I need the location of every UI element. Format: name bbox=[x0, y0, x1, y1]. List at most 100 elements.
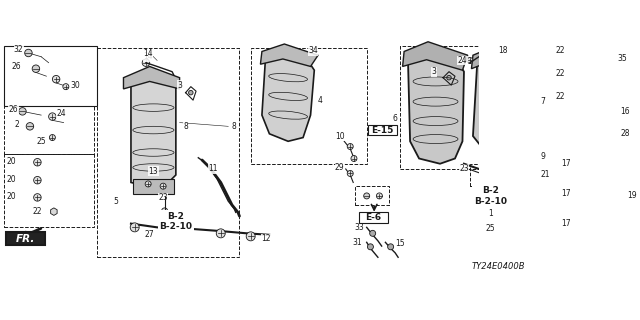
Polygon shape bbox=[262, 49, 314, 141]
Text: 30: 30 bbox=[70, 81, 80, 90]
Text: 22: 22 bbox=[555, 46, 564, 55]
Text: 13: 13 bbox=[148, 167, 158, 176]
Text: E-15: E-15 bbox=[371, 125, 394, 135]
Circle shape bbox=[145, 181, 151, 187]
Text: 21: 21 bbox=[540, 171, 550, 180]
Text: 31: 31 bbox=[353, 238, 362, 247]
Text: 34: 34 bbox=[308, 46, 317, 55]
Bar bbox=[355, 186, 389, 205]
Bar bbox=[368, 125, 397, 135]
Bar bbox=[575, 149, 628, 251]
Bar bbox=[251, 48, 367, 164]
Text: 35: 35 bbox=[618, 54, 627, 63]
Circle shape bbox=[547, 76, 554, 83]
Text: B-2
B-2-10: B-2 B-2-10 bbox=[474, 186, 507, 206]
Circle shape bbox=[594, 159, 603, 168]
Circle shape bbox=[52, 76, 60, 83]
Circle shape bbox=[34, 158, 41, 166]
Bar bbox=[401, 46, 550, 169]
Text: 2: 2 bbox=[14, 120, 19, 129]
Circle shape bbox=[160, 183, 166, 189]
Text: B-2
B-2-10: B-2 B-2-10 bbox=[159, 212, 193, 231]
Text: FR.: FR. bbox=[16, 234, 35, 244]
Text: 28: 28 bbox=[620, 129, 630, 138]
Polygon shape bbox=[408, 48, 464, 164]
Text: 15: 15 bbox=[396, 239, 405, 248]
Text: 32: 32 bbox=[14, 45, 24, 54]
Polygon shape bbox=[403, 42, 468, 70]
Bar bbox=[4, 46, 97, 106]
Bar bbox=[470, 164, 509, 186]
Text: 1: 1 bbox=[488, 209, 493, 218]
Circle shape bbox=[34, 194, 41, 201]
Text: 7: 7 bbox=[540, 97, 545, 106]
Polygon shape bbox=[51, 208, 57, 215]
Circle shape bbox=[49, 113, 56, 120]
Text: 29: 29 bbox=[335, 163, 344, 172]
Circle shape bbox=[19, 108, 26, 115]
Text: 11: 11 bbox=[209, 164, 218, 173]
Text: 24: 24 bbox=[458, 56, 467, 65]
Circle shape bbox=[496, 43, 504, 51]
Circle shape bbox=[547, 53, 554, 60]
Polygon shape bbox=[124, 67, 180, 89]
Bar bbox=[4, 106, 93, 154]
Circle shape bbox=[483, 172, 490, 178]
Circle shape bbox=[25, 49, 32, 57]
Circle shape bbox=[497, 226, 503, 232]
Polygon shape bbox=[472, 44, 540, 70]
Circle shape bbox=[216, 229, 225, 238]
Circle shape bbox=[497, 211, 503, 217]
Bar bbox=[133, 179, 173, 194]
Text: 23: 23 bbox=[158, 193, 168, 202]
Circle shape bbox=[547, 98, 554, 105]
Bar bbox=[539, 46, 621, 156]
Circle shape bbox=[26, 123, 34, 130]
Text: 26: 26 bbox=[9, 105, 19, 114]
Circle shape bbox=[364, 193, 370, 199]
Text: 22: 22 bbox=[555, 69, 564, 78]
Polygon shape bbox=[473, 49, 538, 156]
Text: 17: 17 bbox=[561, 189, 570, 198]
Text: 3: 3 bbox=[177, 81, 182, 90]
Text: 19: 19 bbox=[628, 191, 637, 200]
FancyBboxPatch shape bbox=[6, 232, 45, 245]
Circle shape bbox=[63, 84, 69, 90]
Circle shape bbox=[34, 176, 41, 184]
Circle shape bbox=[370, 230, 376, 236]
Circle shape bbox=[32, 65, 40, 72]
Bar bbox=[359, 212, 388, 223]
Circle shape bbox=[246, 232, 255, 241]
Text: 20: 20 bbox=[6, 157, 16, 166]
Circle shape bbox=[348, 171, 353, 176]
Text: 16: 16 bbox=[620, 107, 630, 116]
Circle shape bbox=[467, 58, 473, 63]
Circle shape bbox=[162, 208, 168, 214]
Circle shape bbox=[594, 189, 603, 198]
Circle shape bbox=[388, 244, 394, 250]
Circle shape bbox=[594, 219, 603, 228]
Circle shape bbox=[612, 127, 618, 133]
Circle shape bbox=[552, 178, 558, 184]
Circle shape bbox=[49, 134, 56, 140]
Text: 6: 6 bbox=[393, 114, 397, 123]
Text: TY24E0400B: TY24E0400B bbox=[472, 262, 525, 271]
Circle shape bbox=[351, 156, 357, 162]
Text: 27: 27 bbox=[145, 230, 154, 239]
Text: 5: 5 bbox=[113, 197, 118, 206]
Text: 23: 23 bbox=[459, 164, 468, 173]
Circle shape bbox=[376, 193, 383, 199]
Text: 26: 26 bbox=[12, 62, 21, 71]
Circle shape bbox=[367, 244, 373, 250]
Text: 9: 9 bbox=[541, 152, 546, 161]
Text: 25: 25 bbox=[485, 224, 495, 233]
Circle shape bbox=[614, 116, 620, 122]
Circle shape bbox=[447, 76, 451, 80]
Text: 20: 20 bbox=[6, 192, 16, 201]
Polygon shape bbox=[260, 44, 318, 67]
Circle shape bbox=[348, 144, 353, 149]
Text: 17: 17 bbox=[561, 219, 570, 228]
Text: 33: 33 bbox=[355, 223, 364, 232]
Text: 14: 14 bbox=[143, 49, 153, 58]
Text: 18: 18 bbox=[498, 46, 508, 55]
